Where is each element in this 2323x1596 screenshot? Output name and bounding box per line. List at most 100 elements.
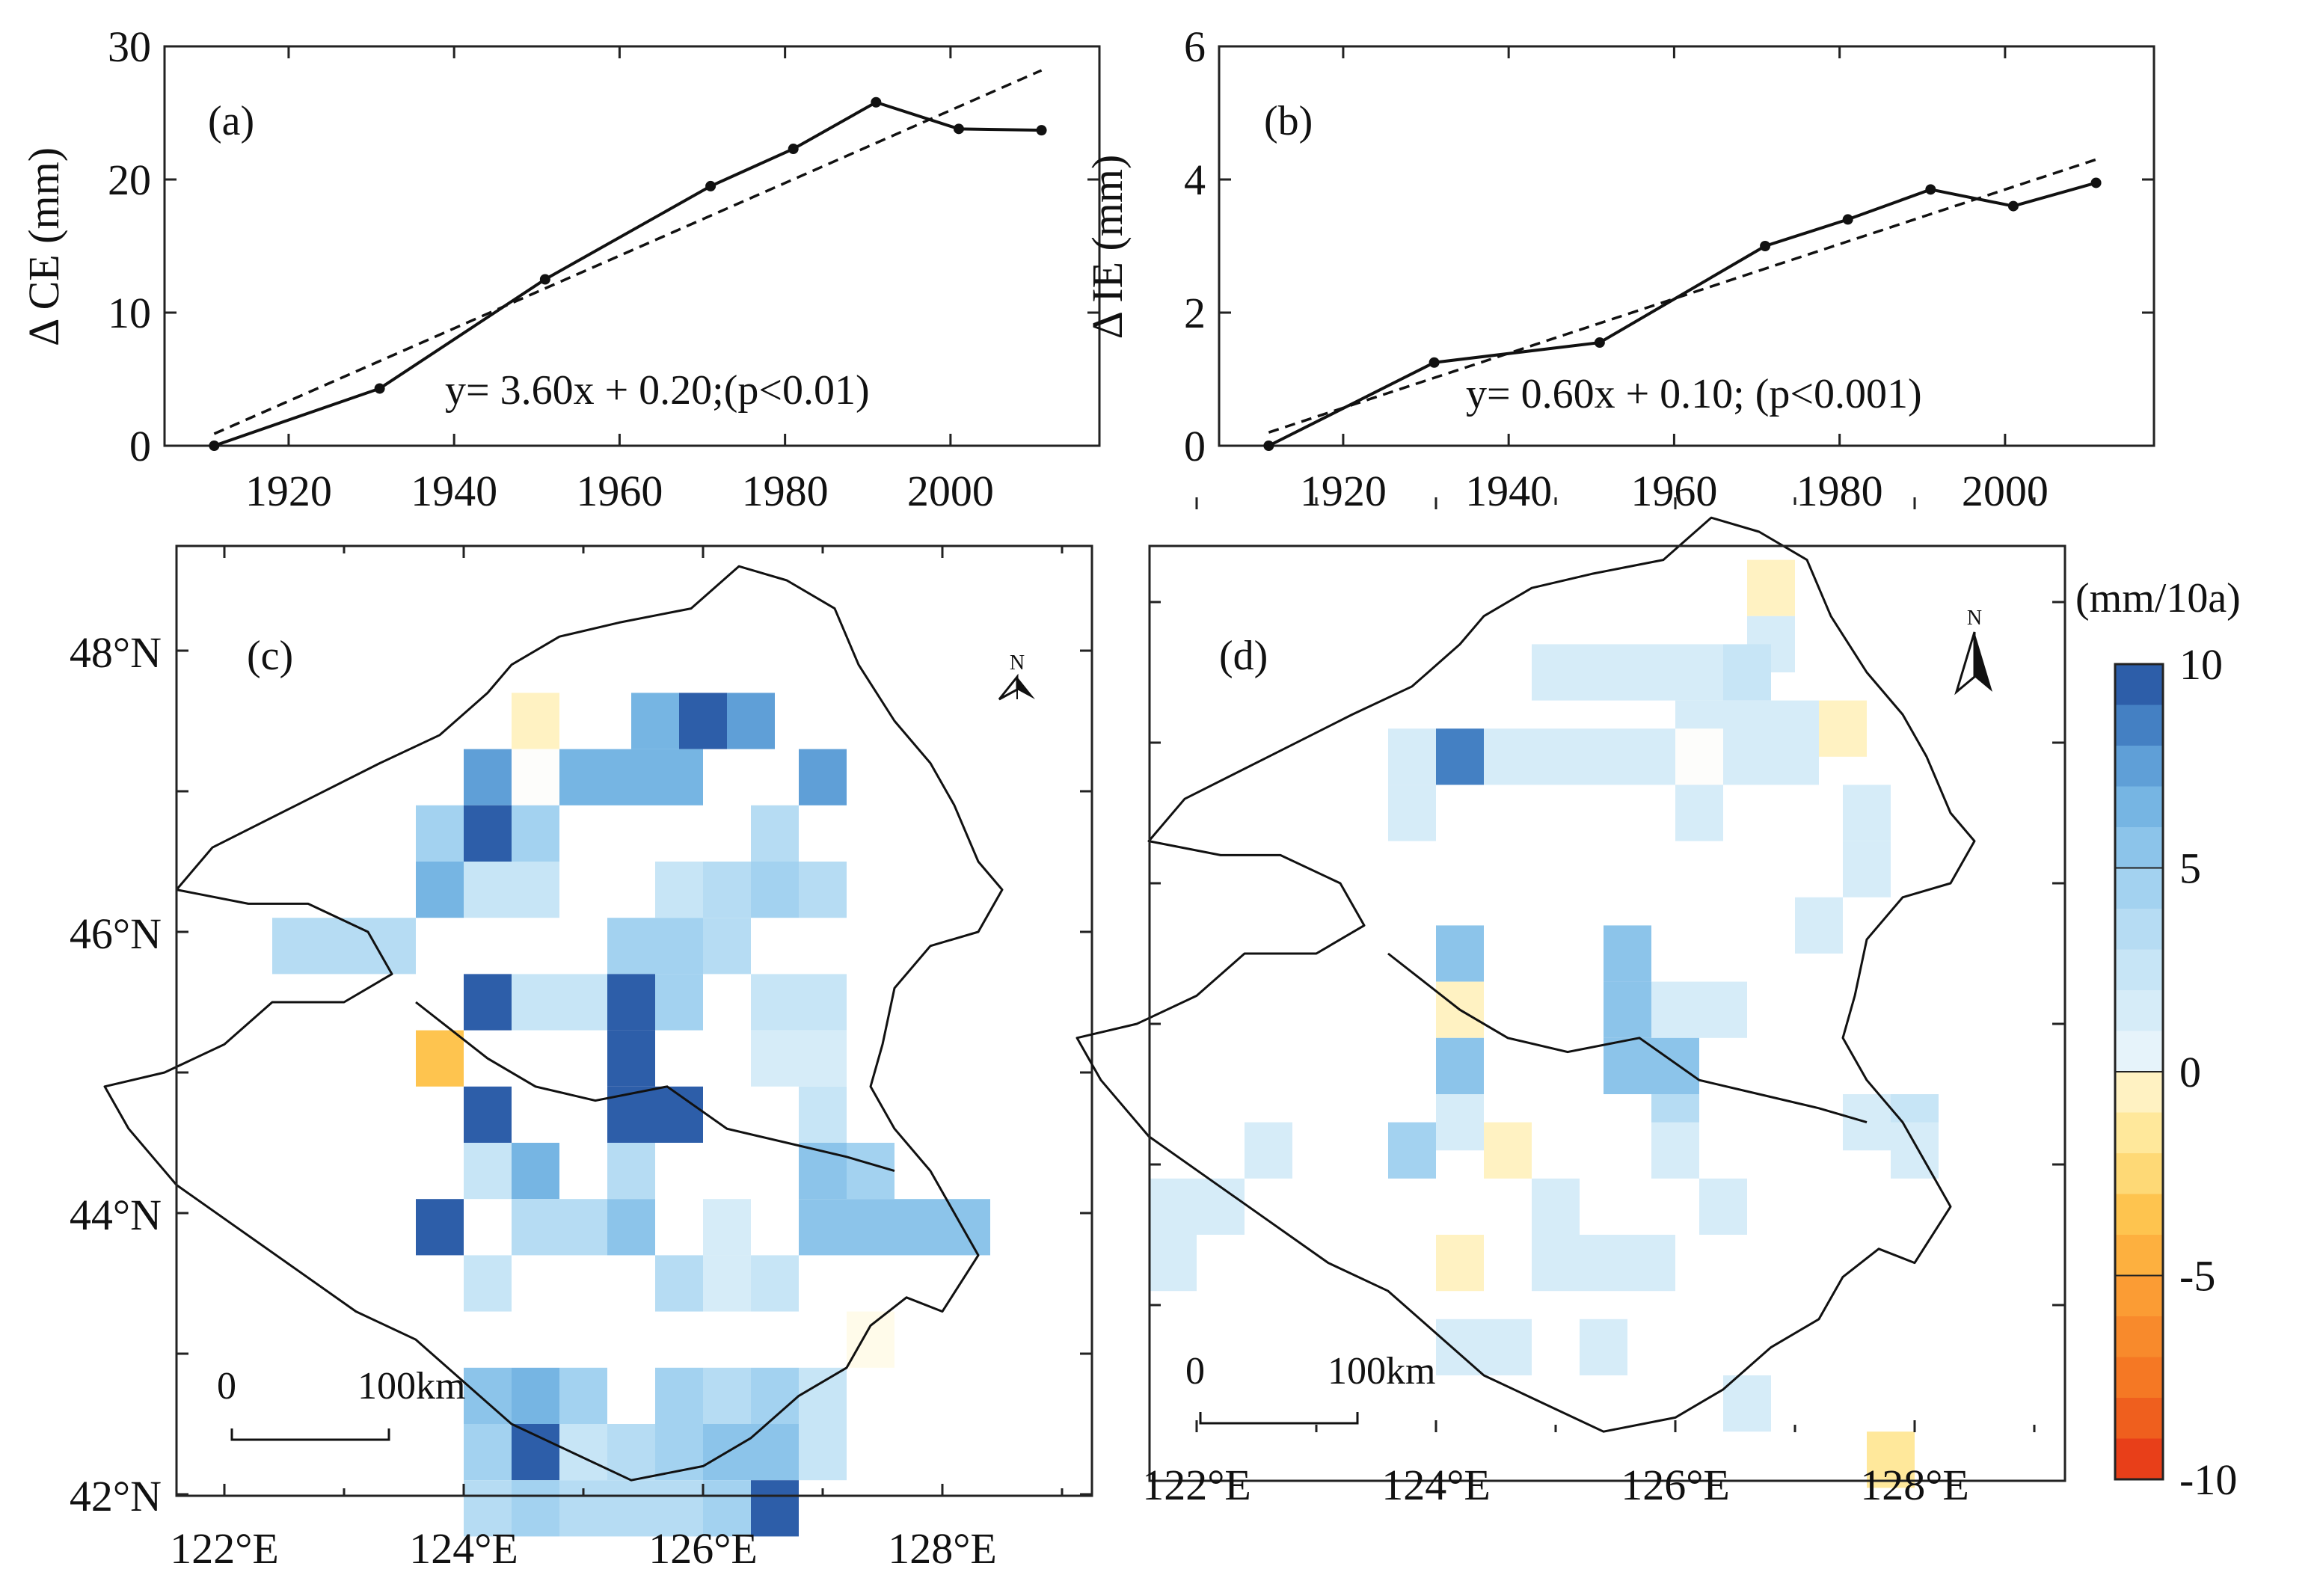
lat-tick-label: 44°N xyxy=(70,1191,162,1239)
grid-cell xyxy=(607,1480,655,1537)
grid-cell xyxy=(1891,1122,1939,1179)
colorbar-swatch xyxy=(2115,786,2163,828)
grid-cell xyxy=(655,1367,703,1424)
grid-cell xyxy=(655,862,703,918)
panel-c-frame xyxy=(175,544,1093,1497)
grid-cell xyxy=(894,1199,942,1256)
series-line xyxy=(213,100,1042,447)
grid-cell xyxy=(1723,728,1771,785)
series-line xyxy=(1268,181,2097,447)
panel-a-frame xyxy=(163,45,1101,447)
grid-cell xyxy=(464,1086,512,1143)
grid-cell xyxy=(1532,728,1580,785)
x-tick-label: 1920 xyxy=(245,467,332,515)
panel-b-label: (b) xyxy=(1264,98,1313,144)
colorbar-swatch xyxy=(2115,1235,2163,1276)
grid-cell xyxy=(1723,644,1771,701)
panel-d-north-arrow: N xyxy=(1954,607,1992,696)
grid-cell xyxy=(1532,1178,1580,1235)
north-label: N xyxy=(1010,651,1025,675)
grid-cell xyxy=(464,974,512,1031)
data-point xyxy=(2090,177,2102,188)
grid-cell xyxy=(1651,1037,1699,1094)
grid-cell xyxy=(655,749,703,805)
panel-c-label: (c) xyxy=(247,633,293,679)
grid-cell xyxy=(799,749,847,805)
lon-tick-label: 122°E xyxy=(1142,1461,1251,1509)
lat-tick-label: 48°N xyxy=(70,628,162,677)
panel-a-label: (a) xyxy=(208,98,254,144)
grid-cell xyxy=(512,693,559,749)
panel-d-label: (d) xyxy=(1219,633,1268,679)
grid-cell xyxy=(1604,1037,1651,1094)
grid-cell xyxy=(799,1086,847,1143)
grid-cell xyxy=(1604,981,1651,1038)
grid-cell xyxy=(631,693,679,749)
grid-cell xyxy=(607,1143,655,1200)
grid-cell xyxy=(272,918,320,975)
y-tick-label: 6 xyxy=(1184,22,1206,71)
grid-cell xyxy=(416,862,464,918)
grid-cell xyxy=(751,974,799,1031)
lon-tick-label: 124°E xyxy=(409,1524,518,1573)
grid-cell xyxy=(1580,728,1627,785)
y-tick-label: 0 xyxy=(1184,422,1206,470)
colorbar-swatch xyxy=(2115,705,2163,746)
grid-cell xyxy=(727,693,775,749)
trend-line xyxy=(1268,158,2097,434)
grid-cell xyxy=(464,1424,512,1481)
data-point xyxy=(374,383,385,394)
colorbar-swatch xyxy=(2115,1112,2163,1154)
colorbar-swatch xyxy=(2115,746,2163,787)
panel-d-axes: 122°E 124°E 126°E 128°E xyxy=(1142,497,2064,1509)
panel-a-series xyxy=(209,69,1047,451)
grid-cell xyxy=(1484,1122,1532,1179)
grid-cell xyxy=(799,974,847,1031)
grid-cell xyxy=(1245,1122,1292,1179)
grid-cell xyxy=(847,1143,894,1200)
colorbar-swatch xyxy=(2115,1194,2163,1236)
lat-tick-label: 46°N xyxy=(70,909,162,958)
data-point xyxy=(871,96,882,108)
grid-cell xyxy=(607,1030,655,1087)
grid-cell xyxy=(655,1480,703,1537)
panel-a-ylabel: Δ CE (mm) xyxy=(19,147,68,346)
grid-cell xyxy=(512,1143,559,1200)
grid-cell xyxy=(559,1424,607,1481)
colorbar-swatch xyxy=(2115,868,2163,909)
grid-cell xyxy=(1388,785,1436,841)
grid-cell xyxy=(607,1199,655,1256)
colorbar-swatch xyxy=(2115,1072,2163,1113)
scale-label-100km: 100km xyxy=(357,1365,465,1408)
grid-cell xyxy=(751,805,799,862)
panel-c-north-arrow: N xyxy=(998,651,1035,701)
panel-c-axes: 122°E 124°E 126°E 128°E 42°N 44°N 46°N 48°N xyxy=(70,546,1092,1573)
grid-cell xyxy=(1651,981,1699,1038)
grid-cell xyxy=(1149,1178,1197,1235)
data-point xyxy=(209,441,220,451)
colorbar-swatch xyxy=(2115,827,2163,868)
grid-cell xyxy=(942,1199,990,1256)
panel-b-axes: 1920 1940 1960 1980 2000 0 2 4 6 xyxy=(1184,22,2154,515)
lon-tick-label: 128°E xyxy=(1860,1461,1969,1509)
lon-tick-label: 126°E xyxy=(1621,1461,1730,1509)
north-label-d: N xyxy=(1967,607,1982,630)
grid-cell xyxy=(512,1367,559,1424)
x-tick-label: 1940 xyxy=(411,467,497,515)
colorbar-swatch xyxy=(2115,1031,2163,1072)
grid-cell xyxy=(464,1143,512,1200)
panel-d-grid-cells xyxy=(1149,559,1939,1488)
grid-cell xyxy=(751,1424,799,1481)
grid-cell xyxy=(799,1030,847,1087)
grid-cell xyxy=(1436,1094,1484,1151)
x-tick-label: 1980 xyxy=(1796,467,1883,515)
data-point xyxy=(2007,200,2019,212)
grid-cell xyxy=(464,1367,512,1424)
data-point xyxy=(1036,125,1047,136)
colorbar-swatch xyxy=(2115,949,2163,991)
colorbar-tick-label: 0 xyxy=(2179,1048,2201,1096)
grid-cell xyxy=(703,1367,751,1424)
grid-cell xyxy=(751,1480,799,1537)
data-point xyxy=(705,180,716,191)
